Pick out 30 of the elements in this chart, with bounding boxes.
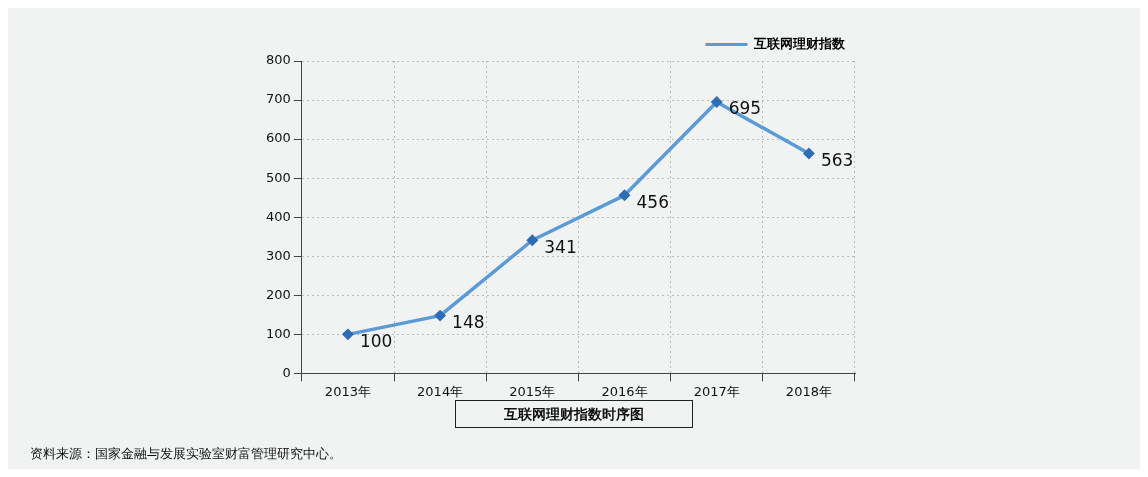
- point: [434, 310, 446, 321]
- data-label: 563: [820, 149, 854, 170]
- y-tick-label: 600: [265, 130, 291, 146]
- x-tick-label: 2014年: [417, 383, 464, 399]
- x-tick-label: 2018年: [785, 383, 832, 399]
- data-label: 695: [728, 98, 762, 119]
- legend-label: 互联网理财指数: [753, 35, 846, 51]
- text: 互联网理财指数时序图: [455, 400, 693, 428]
- y-tick-label: 500: [265, 169, 291, 185]
- y-tick-label: 400: [265, 208, 291, 224]
- point: [803, 148, 815, 159]
- point: [711, 96, 722, 108]
- x-tick-label: 2015年: [509, 383, 556, 399]
- data-label: 456: [636, 191, 669, 212]
- text: 资料来源：国家金融与发展实验室财富管理研究中心。: [30, 445, 342, 463]
- point: [527, 234, 538, 246]
- x-tick-label: 2017年: [693, 383, 740, 399]
- point: [342, 329, 354, 340]
- y-tick-label: 0: [282, 364, 291, 380]
- y-tick-label: 200: [265, 286, 291, 302]
- y-tick-label: 300: [265, 247, 291, 263]
- x-tick-label: 2013年: [324, 383, 371, 399]
- y-tick-label: 800: [265, 52, 291, 68]
- x-tick-label: 2016年: [601, 383, 648, 399]
- data-label: 341: [544, 236, 577, 257]
- y-tick-label: 700: [265, 91, 291, 107]
- y-tick-label: 100: [265, 325, 291, 341]
- point: [619, 190, 630, 201]
- data-label: 100: [359, 330, 393, 351]
- data-label: 148: [452, 312, 485, 333]
